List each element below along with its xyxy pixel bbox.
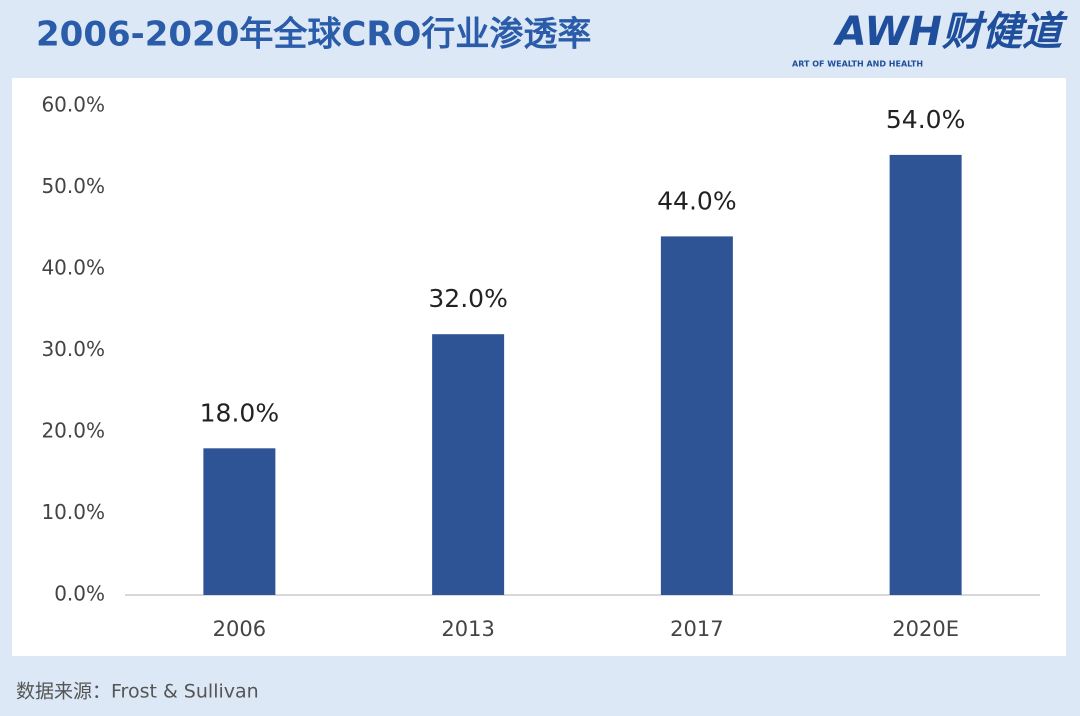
bar bbox=[660, 236, 733, 595]
y-tick-label: 10.0% bbox=[41, 500, 105, 524]
bar bbox=[889, 154, 962, 595]
y-tick-label: 0.0% bbox=[54, 582, 105, 606]
data-label: 18.0% bbox=[200, 398, 279, 427]
bar bbox=[432, 334, 505, 595]
source-note: 数据来源：Frost & Sullivan bbox=[16, 681, 259, 703]
data-label: 44.0% bbox=[657, 186, 736, 215]
data-label: 32.0% bbox=[428, 284, 507, 313]
y-tick-label: 60.0% bbox=[41, 93, 105, 117]
y-tick-label: 20.0% bbox=[41, 419, 105, 443]
y-tick-label: 50.0% bbox=[41, 174, 105, 198]
x-tick-label: 2020E bbox=[892, 617, 959, 641]
x-tick-label: 2006 bbox=[213, 617, 266, 641]
x-tick-label: 2017 bbox=[670, 617, 723, 641]
data-label: 54.0% bbox=[886, 105, 965, 134]
x-tick-label: 2013 bbox=[441, 617, 494, 641]
logo-subtitle: ART OF WEALTH AND HEALTH bbox=[792, 60, 923, 69]
bar bbox=[203, 448, 276, 595]
y-tick-label: 40.0% bbox=[41, 256, 105, 280]
y-tick-label: 30.0% bbox=[41, 337, 105, 361]
chart-title: 2006-2020年全球CRO行业渗透率 bbox=[36, 15, 591, 55]
logo-text: AWH财健道 bbox=[833, 9, 1068, 55]
